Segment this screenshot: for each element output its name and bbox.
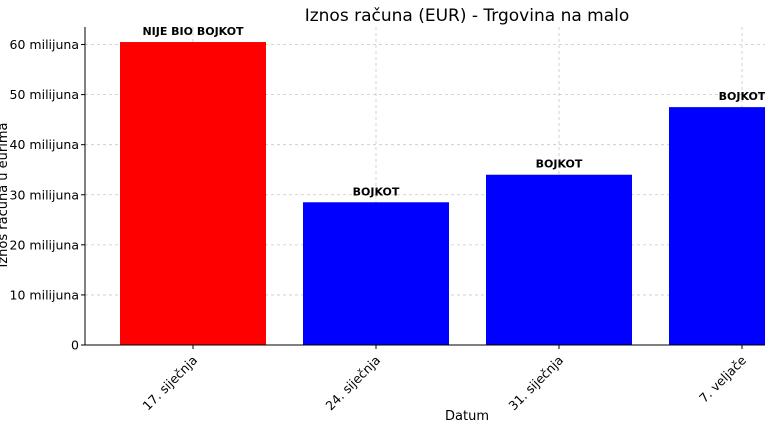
y-tick-label: 50 milijuna xyxy=(10,87,79,102)
x-axis-title: Datum xyxy=(445,409,489,424)
x-tick-label: 17. siječnja xyxy=(139,353,200,414)
y-tick-label: 60 milijuna xyxy=(10,37,79,52)
bar xyxy=(120,42,266,345)
y-axis-title: Iznos računa u eurima xyxy=(0,123,11,268)
x-ticks: 17. siječnja 24. siječnja 31. siječnja 7. v… xyxy=(139,345,749,413)
y-tick-label: 20 milijuna xyxy=(10,237,79,252)
y-tick-label: 0 xyxy=(71,338,79,353)
bars xyxy=(120,42,765,346)
y-tick-label: 10 milijuna xyxy=(10,287,79,302)
bar-label: NIJE BIO BOJKOT xyxy=(142,25,244,38)
x-tick-label: 7. veljače xyxy=(696,352,749,405)
y-tick-label: 30 milijuna xyxy=(10,187,79,202)
y-ticks: 0 10 milijuna 20 milijuna 30 milijuna 40 mil… xyxy=(10,37,85,353)
x-tick-label: 31. siječnja xyxy=(505,353,566,414)
bar xyxy=(669,107,765,346)
bar xyxy=(486,174,632,345)
bar-label: BOJKOT xyxy=(719,90,765,103)
bar xyxy=(303,202,449,345)
chart-title: Iznos računa (EUR) - Trgovina na malo xyxy=(305,6,630,26)
y-tick-label: 40 milijuna xyxy=(10,137,79,152)
bar-label: BOJKOT xyxy=(353,185,400,198)
axes xyxy=(84,27,765,346)
bar-labels: NIJE BIO BOJKOT BOJKOT BOJKOT BOJKOT xyxy=(142,25,765,198)
x-tick-label: 24. siječnja xyxy=(322,353,383,414)
bar-label: BOJKOT xyxy=(536,158,583,171)
